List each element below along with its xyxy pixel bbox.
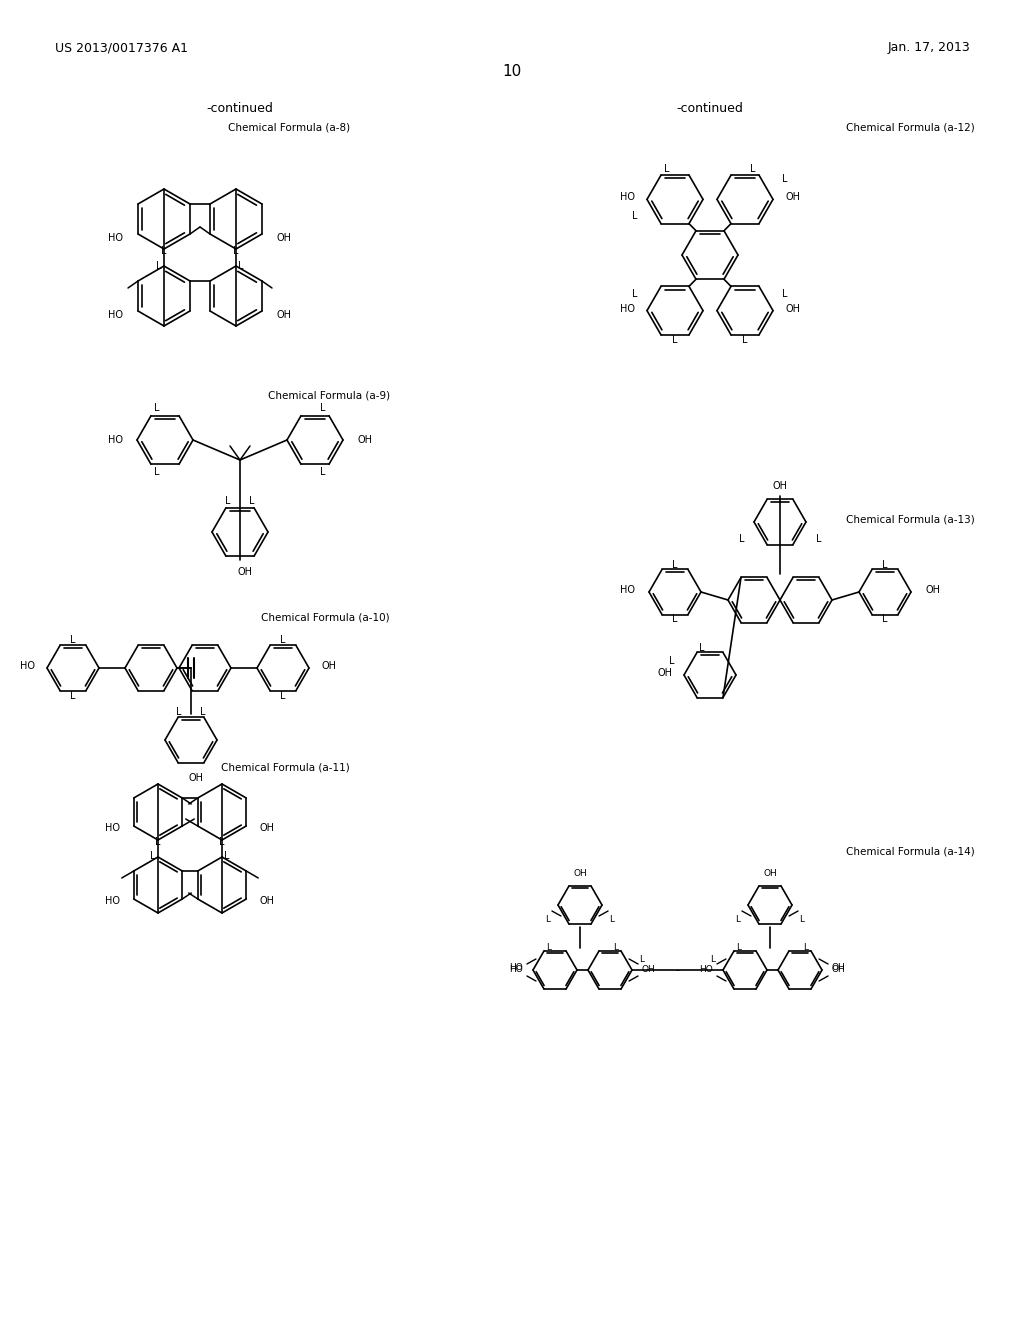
- Text: HO: HO: [108, 436, 123, 445]
- Text: Chemical Formula (a-9): Chemical Formula (a-9): [268, 389, 390, 400]
- Text: L: L: [736, 944, 741, 953]
- Text: L: L: [609, 916, 614, 924]
- Text: L: L: [669, 656, 675, 667]
- Text: Chemical Formula (a-11): Chemical Formula (a-11): [221, 763, 350, 774]
- Text: OH: OH: [831, 964, 846, 973]
- Text: L: L: [804, 944, 809, 953]
- Text: L: L: [735, 916, 740, 924]
- Text: HO: HO: [509, 965, 523, 974]
- Text: L: L: [546, 916, 551, 924]
- Text: OH: OH: [573, 870, 587, 879]
- Text: L: L: [782, 289, 787, 300]
- Text: Chemical Formula (a-13): Chemical Formula (a-13): [846, 515, 975, 525]
- Text: L: L: [632, 211, 638, 220]
- Text: HO: HO: [109, 310, 123, 319]
- Text: L: L: [632, 289, 638, 300]
- Text: HO: HO: [509, 964, 523, 973]
- Text: OH: OH: [238, 568, 253, 577]
- Text: L: L: [711, 956, 716, 965]
- Text: HO: HO: [105, 896, 120, 906]
- Text: 10: 10: [503, 65, 521, 79]
- Text: Chemical Formula (a-12): Chemical Formula (a-12): [846, 121, 975, 132]
- Text: L: L: [751, 165, 756, 174]
- Text: OH: OH: [260, 896, 274, 906]
- Text: OH: OH: [276, 310, 292, 319]
- Text: OH: OH: [785, 304, 800, 314]
- Text: L: L: [281, 690, 286, 701]
- Text: L: L: [224, 851, 229, 861]
- Text: Chemical Formula (a-10): Chemical Formula (a-10): [261, 612, 390, 622]
- Text: L: L: [800, 916, 805, 924]
- Text: L: L: [71, 690, 76, 701]
- Text: L: L: [782, 174, 787, 183]
- Text: L: L: [613, 944, 618, 953]
- Text: L: L: [151, 851, 156, 861]
- Text: L: L: [672, 335, 678, 345]
- Text: L: L: [155, 467, 160, 477]
- Text: HO: HO: [20, 661, 35, 671]
- Text: L: L: [233, 246, 239, 256]
- Text: HO: HO: [620, 193, 635, 202]
- Text: HO: HO: [105, 822, 120, 833]
- Text: L: L: [321, 403, 326, 413]
- Text: HO: HO: [109, 234, 123, 243]
- Text: OH: OH: [763, 870, 777, 879]
- Text: OH: OH: [831, 965, 846, 974]
- Text: Chemical Formula (a-14): Chemical Formula (a-14): [846, 847, 975, 857]
- Text: L: L: [71, 635, 76, 645]
- Text: OH: OH: [657, 668, 672, 678]
- Text: US 2013/0017376 A1: US 2013/0017376 A1: [55, 41, 188, 54]
- Text: OH: OH: [260, 822, 274, 833]
- Text: OH: OH: [276, 234, 292, 243]
- Text: L: L: [883, 614, 888, 624]
- Text: L: L: [883, 560, 888, 570]
- Text: L: L: [739, 535, 744, 544]
- Text: L: L: [672, 560, 678, 570]
- Text: L: L: [321, 467, 326, 477]
- Text: OH: OH: [188, 774, 204, 783]
- Text: L: L: [219, 837, 224, 847]
- Text: Jan. 17, 2013: Jan. 17, 2013: [887, 41, 970, 54]
- Text: HO: HO: [620, 585, 635, 595]
- Text: HO: HO: [620, 304, 635, 314]
- Text: L: L: [665, 165, 670, 174]
- Text: HO: HO: [699, 965, 713, 974]
- Text: Chemical Formula (a-8): Chemical Formula (a-8): [228, 121, 350, 132]
- Text: L: L: [176, 708, 181, 717]
- Text: L: L: [249, 496, 255, 506]
- Text: OH: OH: [772, 480, 787, 491]
- Text: L: L: [155, 403, 160, 413]
- Text: L: L: [815, 535, 821, 544]
- Text: L: L: [239, 261, 244, 271]
- Text: L: L: [161, 246, 167, 256]
- Text: L: L: [640, 956, 644, 965]
- Text: OH: OH: [642, 965, 655, 974]
- Text: OH: OH: [785, 193, 800, 202]
- Text: L: L: [225, 496, 230, 506]
- Text: L: L: [201, 708, 206, 717]
- Text: L: L: [281, 635, 286, 645]
- Text: OH: OH: [925, 585, 940, 595]
- Text: L: L: [157, 261, 162, 271]
- Text: OH: OH: [357, 436, 372, 445]
- Text: -continued: -continued: [207, 102, 273, 115]
- Text: -: -: [676, 965, 680, 975]
- Text: L: L: [156, 837, 161, 847]
- Text: L: L: [547, 944, 552, 953]
- Text: L: L: [672, 614, 678, 624]
- Text: OH: OH: [321, 661, 336, 671]
- Text: L: L: [699, 643, 705, 653]
- Text: L: L: [742, 335, 748, 345]
- Text: -continued: -continued: [677, 102, 743, 115]
